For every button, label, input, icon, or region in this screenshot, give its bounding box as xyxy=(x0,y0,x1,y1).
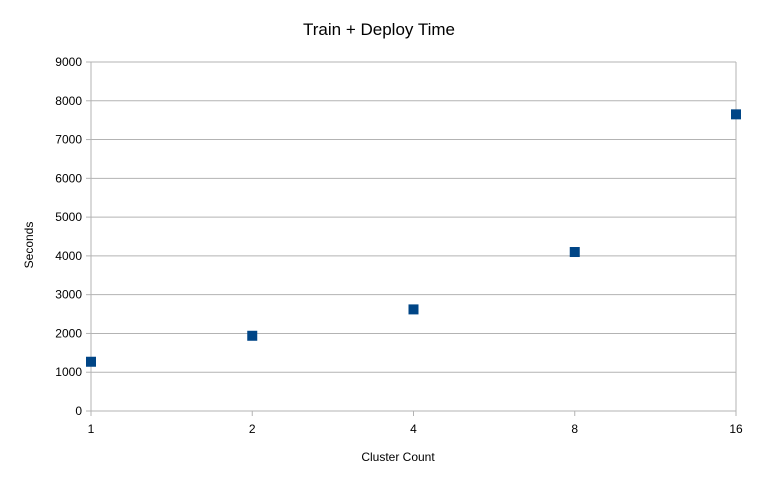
y-tick-label: 5000 xyxy=(55,210,82,224)
data-point xyxy=(569,247,580,258)
y-tick-label: 7000 xyxy=(55,133,82,147)
y-tick-label: 8000 xyxy=(55,94,82,108)
x-axis-label: Cluster Count xyxy=(361,450,435,464)
x-tick-label: 8 xyxy=(571,422,578,436)
axes xyxy=(86,61,737,416)
x-tick-label: 4 xyxy=(410,422,417,436)
gridlines xyxy=(91,61,736,412)
chart-title: Train + Deploy Time xyxy=(303,20,455,39)
y-tick-label: 9000 xyxy=(55,55,82,69)
y-tick-label: 6000 xyxy=(55,171,82,185)
y-tick-label: 1000 xyxy=(55,365,82,379)
x-tick-labels: 1 2 4 8 16 xyxy=(88,422,743,436)
y-tick-labels: 0 1000 2000 3000 4000 5000 6000 7000 8000 9000 xyxy=(55,55,82,418)
x-tick-label: 16 xyxy=(729,422,743,436)
y-tick-label: 3000 xyxy=(55,288,82,302)
data-point xyxy=(731,109,741,120)
data-point xyxy=(247,330,258,341)
y-tick-label: 0 xyxy=(75,404,82,418)
y-tick-label: 2000 xyxy=(55,326,82,340)
y-axis-label: Seconds xyxy=(22,222,36,269)
y-tick-label: 4000 xyxy=(55,249,82,263)
data-point xyxy=(408,304,419,315)
data-points xyxy=(86,109,741,367)
x-tick-label: 1 xyxy=(88,422,95,436)
data-point xyxy=(86,356,96,367)
x-tick-label: 2 xyxy=(249,422,256,436)
